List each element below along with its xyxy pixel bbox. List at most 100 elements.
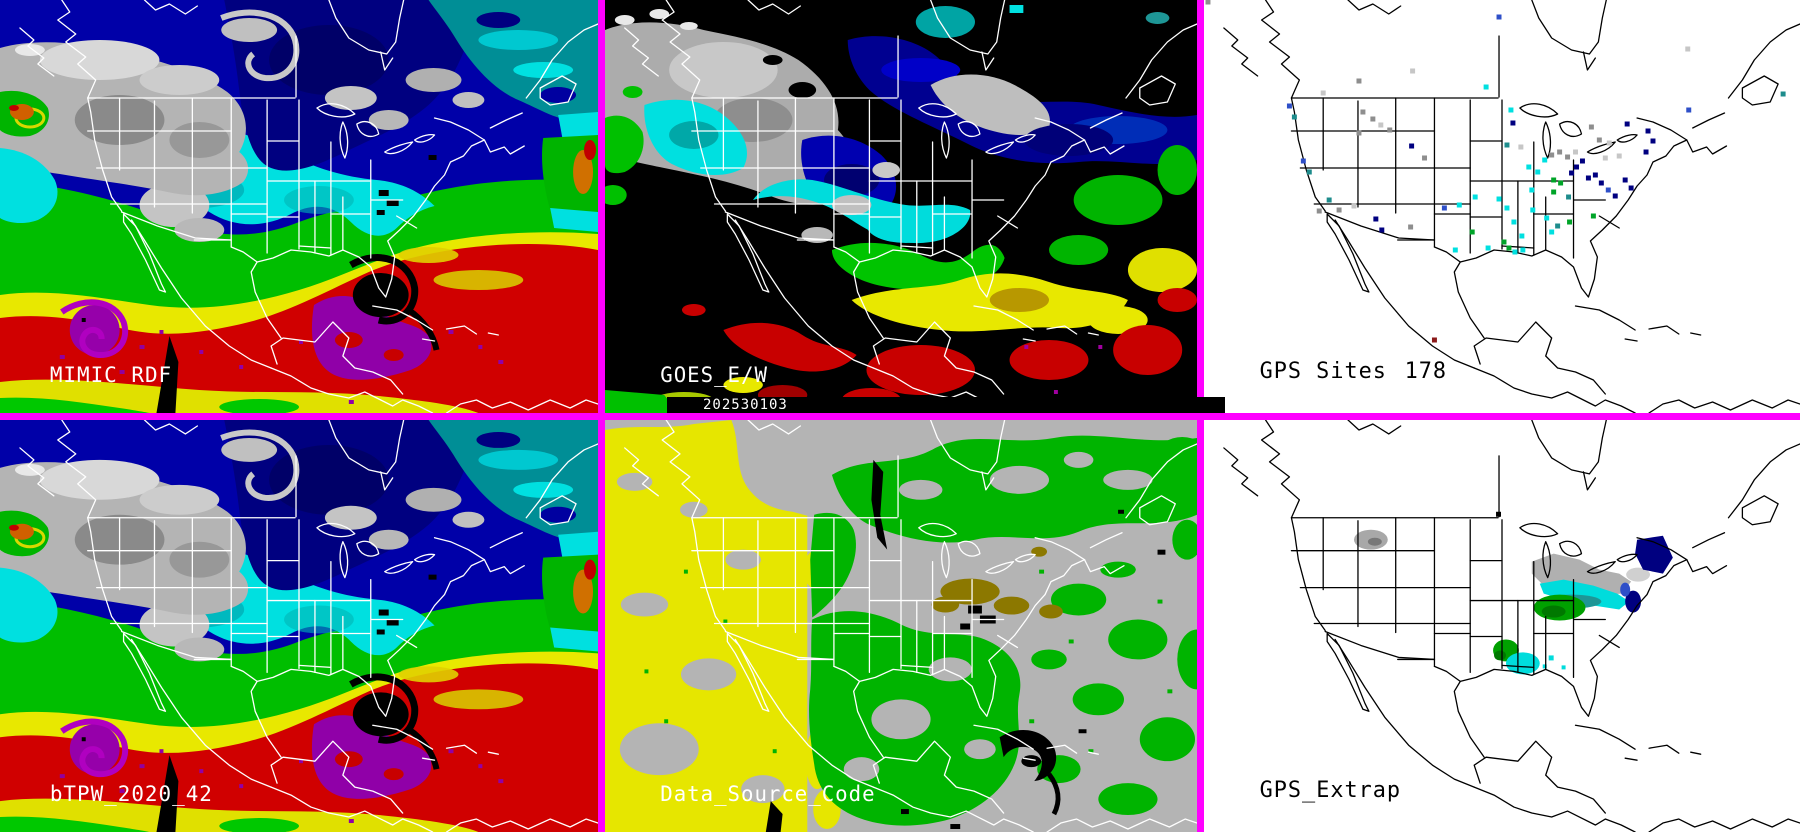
gps-site-marker (1530, 207, 1536, 213)
gps-site-marker (1336, 207, 1342, 213)
gps-site-marker (1549, 229, 1555, 235)
panel-gps-extrap: GPS_Extrap (1204, 420, 1800, 832)
gps-site-marker (1628, 185, 1634, 191)
gps-site-marker (1485, 245, 1491, 251)
gps-extrap-region (1548, 655, 1554, 661)
gps-site-marker (1518, 144, 1524, 150)
gps-extrap-region (1505, 652, 1540, 675)
gps-extrap-region (1561, 665, 1566, 670)
gps-site-marker (1496, 14, 1502, 20)
gps-site-marker (1606, 140, 1612, 146)
gps-extrap-region (1626, 567, 1651, 582)
gps-extrap-region (1541, 605, 1566, 618)
gps-site-marker (1422, 155, 1428, 161)
gps-site-marker (1351, 203, 1357, 209)
gps-site-marker (1579, 158, 1585, 164)
panel-label: GPS Sites (1260, 359, 1387, 384)
gps-site-marker (1592, 172, 1598, 178)
gps-site-marker (1622, 177, 1628, 183)
gps-site-marker (1544, 215, 1550, 221)
gps-site-marker (1542, 157, 1548, 163)
gps-site-marker (1504, 205, 1510, 211)
gps-site-marker (1555, 223, 1561, 229)
panel-mimic-rdf: MIMIC RDF (0, 0, 598, 413)
gps-site-marker (1686, 107, 1692, 113)
gps-site-marker (1410, 68, 1416, 74)
gps-extrap-region (1620, 582, 1631, 597)
gps-site-marker (1472, 194, 1478, 200)
gps-site-marker (1598, 180, 1604, 186)
gps-site-marker (1574, 164, 1579, 170)
panel-label: Data_Source_Code (660, 782, 875, 806)
gps-site-markers (1205, 0, 1786, 343)
gps-site-marker (1596, 137, 1602, 143)
gps-site-marker (1511, 219, 1517, 225)
panel-btpw: bTPW_2020_42 (0, 420, 598, 832)
gps-extrap-region (1635, 535, 1673, 574)
gps-site-marker (1356, 130, 1362, 136)
gps-site-count: 178 (1405, 359, 1447, 384)
gps-site-marker (1378, 122, 1384, 128)
gps-site-marker (1501, 239, 1507, 245)
gps-site-marker (1409, 143, 1415, 149)
gps-site-marker (1645, 128, 1651, 134)
gps-site-marker (1506, 245, 1512, 251)
gps-site-marker (1510, 120, 1516, 126)
panel-divider-horizontal (0, 413, 1800, 420)
gps-site-marker (1616, 153, 1622, 159)
gps-site-marker (1286, 103, 1292, 109)
gps-site-marker (1551, 177, 1557, 183)
gps-site-marker (1685, 46, 1691, 52)
gps-site-marker (1565, 154, 1571, 160)
gps-site-marker (1612, 193, 1618, 199)
gps-site-marker (1496, 196, 1502, 202)
gps-site-marker (1370, 116, 1376, 122)
gps-site-marker (1205, 0, 1211, 5)
timestamp-text: 202530103 (703, 397, 788, 413)
gps-site-marker (1316, 208, 1322, 214)
gps-extrap-region (1625, 590, 1642, 613)
gps-site-marker (1602, 155, 1608, 161)
gps-site-marker (1643, 149, 1649, 155)
gps-site-marker (1483, 84, 1489, 90)
panel-label: MIMIC RDF (50, 363, 172, 387)
gps-site-marker (1300, 158, 1306, 164)
gps-site-marker (1408, 224, 1414, 230)
gps-site-marker (1379, 227, 1385, 233)
gps-site-marker (1566, 194, 1572, 200)
panel-label: bTPW_2020_42 (50, 782, 213, 806)
gps-extrap-region (1539, 579, 1630, 610)
gps-site-marker (1529, 187, 1535, 193)
gps-site-marker (1573, 149, 1578, 155)
gps-site-marker (1431, 337, 1437, 343)
gps-site-marker (1624, 121, 1630, 127)
gps-site-marker (1452, 247, 1458, 253)
gps-site-marker (1590, 213, 1596, 219)
gps-extrap-region (1367, 537, 1382, 546)
gps-site-marker (1441, 205, 1447, 211)
gps-site-marker (1469, 229, 1475, 235)
gps-site-marker (1519, 233, 1525, 239)
gps-site-marker (1605, 187, 1611, 193)
gps-site-marker (1291, 114, 1297, 120)
gps-site-marker (1567, 219, 1573, 225)
panel-label: GOES_E/W (660, 363, 768, 387)
timestamp-bar: 202530103 (667, 397, 1225, 413)
gps-site-marker (1356, 78, 1362, 84)
gps-site-marker (1588, 124, 1594, 130)
panel-gps-sites: GPS Sites 178 (1204, 0, 1800, 413)
gps-site-marker (1387, 127, 1393, 133)
gps-site-marker (1549, 152, 1555, 158)
gps-site-marker (1512, 249, 1518, 255)
gps-site-marker (1326, 197, 1332, 203)
panel-data-source-code: Data_Source_Code (605, 420, 1197, 832)
gps-site-marker (1526, 164, 1532, 170)
gps-site-marker (1650, 138, 1656, 144)
gps-site-marker (1373, 216, 1379, 222)
gps-site-marker (1320, 90, 1326, 96)
gps-site-marker (1520, 247, 1526, 253)
gps-site-marker (1360, 109, 1366, 115)
gps-site-marker (1535, 169, 1541, 175)
gps-site-marker (1551, 189, 1557, 195)
